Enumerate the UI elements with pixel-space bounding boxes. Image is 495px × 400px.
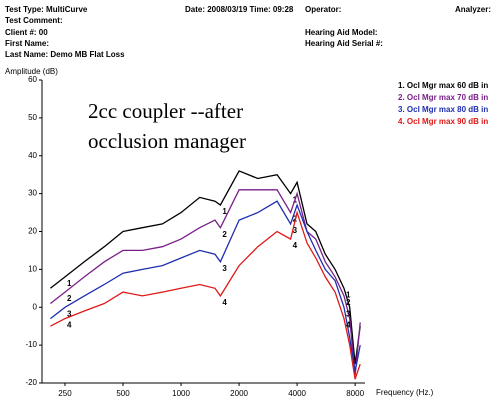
curve-label: 2 bbox=[222, 230, 227, 239]
y-tick-label: -10 bbox=[25, 340, 37, 349]
test-type: Test Type: MultiCurve bbox=[5, 5, 88, 14]
curve-label: 4 bbox=[346, 321, 351, 330]
x-tick-label: 1000 bbox=[172, 389, 190, 398]
y-tick-label: 20 bbox=[28, 227, 37, 236]
test-comment: Test Comment: bbox=[5, 16, 63, 25]
curve-label: 1 bbox=[222, 207, 227, 216]
y-tick-label: 30 bbox=[28, 189, 37, 198]
client: Client #: 00 bbox=[5, 28, 48, 37]
analyzer: Analyzer: bbox=[455, 5, 491, 14]
y-tick-label: 60 bbox=[28, 75, 37, 84]
curve-label: 2 bbox=[346, 298, 351, 307]
x-tick-label: 2000 bbox=[230, 389, 248, 398]
curve-label: 1 bbox=[346, 290, 351, 299]
legend-entry: 4. Ocl Mgr max 90 dB in bbox=[398, 117, 488, 126]
curve-label: 3 bbox=[222, 264, 227, 273]
legend-entry: 3. Ocl Mgr max 80 dB in bbox=[398, 105, 488, 114]
y-tick-label: -20 bbox=[25, 378, 37, 387]
last-name: Last Name: Demo MB Flat Loss bbox=[5, 50, 125, 59]
x-axis-label: Frequency (Hz.) bbox=[376, 388, 434, 397]
y-tick-label: 10 bbox=[28, 264, 37, 273]
series-line bbox=[50, 210, 361, 380]
legend-entry: 2. Ocl Mgr max 70 dB in bbox=[398, 93, 488, 102]
annotation: occlusion manager bbox=[88, 129, 246, 153]
curve-label: 3 bbox=[293, 226, 298, 235]
y-tick-label: 40 bbox=[28, 151, 37, 160]
x-tick-label: 500 bbox=[116, 389, 130, 398]
y-tick-label: 50 bbox=[28, 113, 37, 122]
operator: Operator: bbox=[305, 5, 341, 14]
curve-label: 3 bbox=[346, 309, 351, 318]
curve-label: 4 bbox=[293, 241, 298, 250]
series-line bbox=[50, 200, 361, 372]
annotation: 2cc coupler --after bbox=[88, 99, 243, 123]
hearing-aid-model: Hearing Aid Model: bbox=[305, 28, 378, 37]
curve-label: 3 bbox=[67, 309, 72, 318]
curve-label: 1 bbox=[67, 279, 72, 288]
curve-label: 4 bbox=[222, 298, 227, 307]
x-tick-label: 8000 bbox=[346, 389, 364, 398]
hearing-aid-serial: Hearing Aid Serial #: bbox=[305, 39, 383, 48]
first-name: First Name: bbox=[5, 39, 49, 48]
legend-entry: 1. Ocl Mgr max 60 dB in bbox=[398, 81, 488, 90]
date-time: Date: 2008/03/19 Time: 09:28 bbox=[185, 5, 294, 14]
x-tick-label: 250 bbox=[58, 389, 72, 398]
y-axis-label: Amplitude (dB) bbox=[5, 67, 58, 76]
x-tick-label: 4000 bbox=[288, 389, 306, 398]
y-tick-label: 0 bbox=[33, 302, 38, 311]
series-line bbox=[49, 170, 361, 365]
curve-label: 2 bbox=[67, 294, 72, 303]
curve-label: 4 bbox=[67, 321, 72, 330]
series-line bbox=[49, 189, 361, 376]
